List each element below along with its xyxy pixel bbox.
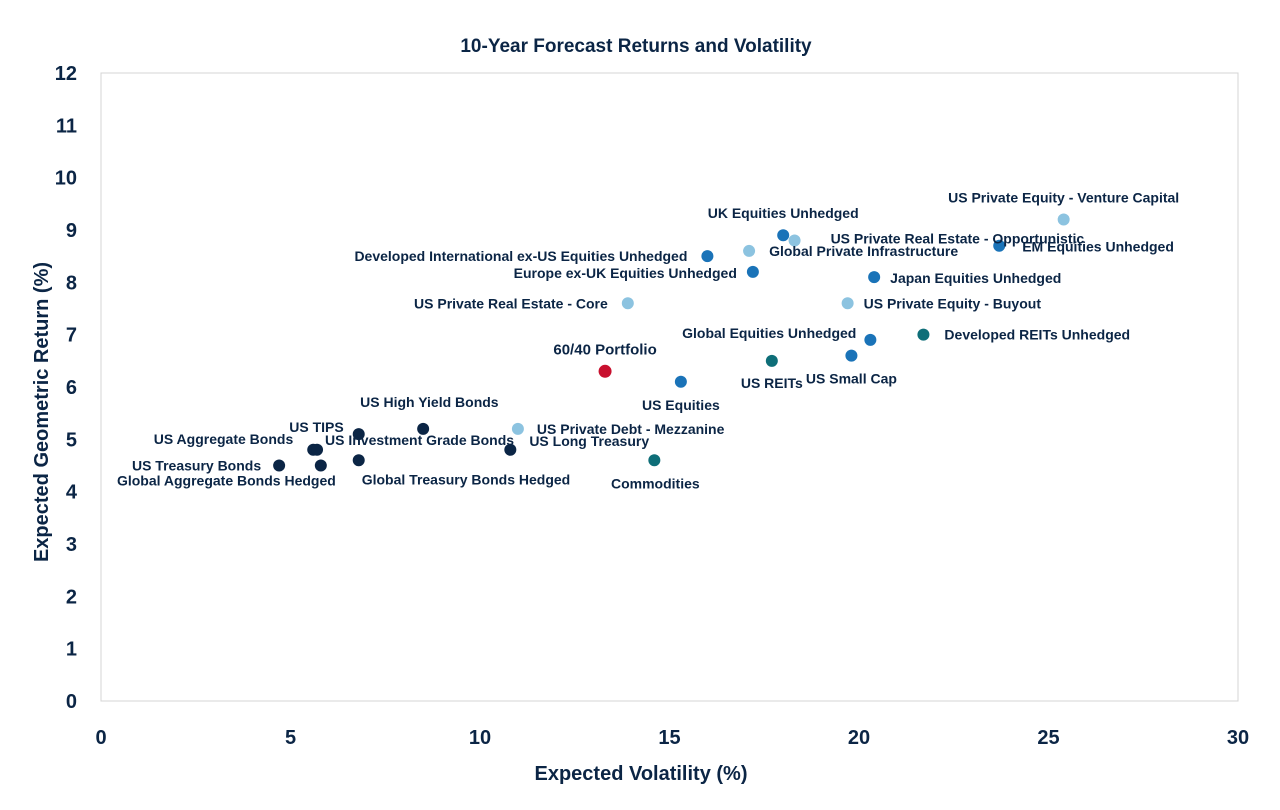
data-point [788, 234, 801, 247]
data-label: Global Equities Unhedged [682, 325, 856, 341]
data-point [511, 422, 524, 435]
y-tick-label: 2 [66, 586, 77, 608]
plot-area [100, 72, 1239, 702]
data-point [993, 239, 1006, 252]
data-label: US Private Real Estate - Core [414, 295, 608, 311]
y-tick-label: 4 [66, 482, 78, 504]
data-point [746, 265, 759, 278]
x-tick-label: 30 [1227, 727, 1249, 749]
data-label: US Private Equity - Buyout [864, 295, 1042, 311]
data-point [598, 364, 612, 378]
data-label: US Equities [642, 397, 720, 413]
x-tick-label: 25 [1037, 727, 1059, 749]
y-tick-label: 6 [66, 377, 77, 399]
data-label: UK Equities Unhedged [708, 205, 859, 221]
data-point [777, 229, 790, 242]
data-label: Developed International ex-US Equities U… [354, 248, 687, 264]
data-label: Developed REITs Unhedged [944, 327, 1130, 343]
data-point [845, 349, 858, 362]
y-tick-label: 3 [66, 534, 77, 556]
y-tick-label: 8 [66, 272, 77, 294]
data-point [1057, 213, 1070, 226]
data-label: US REITs [741, 375, 803, 391]
data-label: US Investment Grade Bonds [325, 432, 514, 448]
data-point [352, 428, 365, 441]
data-label: Japan Equities Unhedged [890, 270, 1061, 286]
x-axis-ticks: 0 5 10 15 20 25 30 [95, 727, 1249, 749]
data-point [868, 271, 881, 284]
y-tick-label: 11 [56, 115, 77, 137]
y-axis-title: Expected Geometric Return (%) [31, 262, 53, 562]
data-labels: US Treasury Bonds US Aggregate Bonds Globa… [117, 190, 1179, 492]
data-point [504, 443, 517, 456]
y-tick-label: 1 [66, 639, 77, 661]
data-label: US Private Debt - Mezzanine [537, 421, 725, 437]
data-label: US High Yield Bonds [360, 394, 499, 410]
y-tick-label: 0 [66, 691, 77, 713]
data-point [621, 297, 634, 310]
y-tick-label: 7 [66, 325, 77, 347]
data-label: US Aggregate Bonds [154, 431, 294, 447]
data-label: US Small Cap [806, 371, 897, 387]
data-point [273, 459, 286, 472]
data-point [864, 333, 877, 346]
x-tick-label: 10 [469, 727, 491, 749]
data-point [314, 459, 327, 472]
data-point [743, 244, 756, 257]
x-axis-title: Expected Volatility (%) [534, 763, 747, 785]
x-tick-label: 20 [848, 727, 870, 749]
data-label: US Treasury Bonds [132, 458, 261, 474]
y-tick-label: 10 [55, 168, 77, 190]
data-label: US Long Treasury [529, 433, 649, 449]
data-points [273, 213, 1070, 472]
x-tick-label: 0 [95, 727, 106, 749]
data-label: EM Equities Unhedged [1022, 239, 1174, 255]
data-label: US TIPS [289, 419, 343, 435]
data-point [917, 328, 930, 341]
y-tick-label: 5 [66, 429, 77, 451]
data-label: US Private Real Estate - Opportunistic [831, 230, 1085, 246]
data-label: Global Private Infrastructure [769, 243, 958, 259]
data-point [841, 297, 854, 310]
y-tick-label: 12 [55, 63, 77, 85]
x-tick-label: 15 [658, 727, 680, 749]
data-point [765, 354, 778, 367]
chart-title: 10-Year Forecast Returns and Volatility [460, 36, 812, 57]
data-label: Europe ex-UK Equities Unhedged [514, 265, 737, 281]
data-point [311, 443, 324, 456]
data-label: 60/40 Portfolio [553, 341, 656, 358]
data-label: Commodities [611, 475, 700, 491]
data-point [352, 454, 365, 467]
data-point [674, 375, 687, 388]
data-label: Global Aggregate Bonds Hedged [117, 473, 336, 489]
data-point [417, 422, 430, 435]
data-point [648, 454, 661, 467]
data-label: US Private Equity - Venture Capital [948, 190, 1179, 206]
data-point [701, 250, 714, 263]
data-label: Global Treasury Bonds Hedged [362, 471, 570, 487]
x-tick-label: 5 [285, 727, 296, 749]
y-tick-label: 9 [66, 220, 77, 242]
